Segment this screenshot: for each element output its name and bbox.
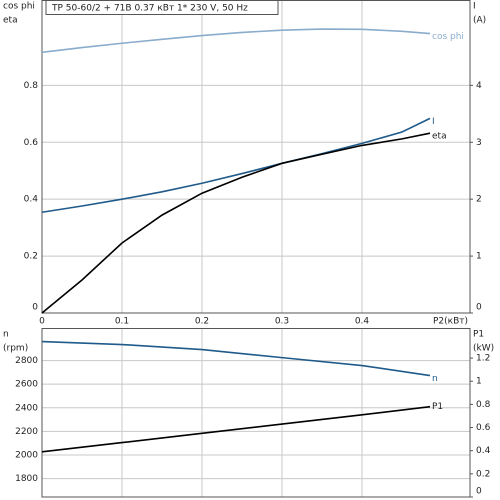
y-tick-label: 0.8 — [24, 81, 39, 91]
y2-tick-label: 0.6 — [476, 423, 491, 433]
y2-tick-label: 0 — [476, 487, 482, 497]
series-line — [41, 28, 431, 54]
y-tick-label: 2400 — [15, 403, 38, 413]
x-tick-label: 0.1 — [115, 317, 129, 327]
series-label: I — [432, 117, 435, 127]
series-line — [41, 132, 431, 314]
y2-tick-label: 1 — [476, 252, 482, 262]
y-tick-label: 2800 — [15, 356, 38, 366]
series-line — [41, 340, 431, 377]
y-tick-label: 0.6 — [24, 138, 39, 148]
series-line — [41, 117, 431, 214]
y-axis-label: n — [3, 330, 9, 340]
title-box — [45, 0, 279, 15]
x-tick-label: 0 — [39, 317, 45, 327]
y2-axis-label: (A) — [473, 16, 486, 26]
y2-axis-label: (kW) — [473, 344, 494, 354]
y-axis-label: cos phi — [3, 2, 35, 12]
chart-title: TP 50-60/2 + 71B 0.37 кВт 1* 230 V, 50 H… — [51, 4, 248, 14]
y-axis-label: eta — [3, 16, 18, 26]
x-tick-label: 0.3 — [275, 317, 289, 327]
y2-tick-label: 0.2 — [476, 469, 490, 479]
y-tick-label: 0.2 — [24, 252, 38, 262]
y2-tick-label: 1 — [476, 377, 482, 387]
y2-tick-label: 0 — [476, 303, 482, 313]
y-tick-label: 0 — [32, 303, 38, 313]
y2-axis-label: I — [473, 2, 476, 12]
series-label: n — [432, 374, 438, 384]
series-label: P1 — [432, 402, 443, 412]
series-label: eta — [432, 132, 447, 142]
y2-tick-label: 1.2 — [476, 354, 490, 364]
y2-tick-label: 0.8 — [476, 400, 491, 410]
y2-axis-label: P1 — [473, 330, 484, 340]
x-tick-label: 0.4 — [355, 317, 370, 327]
y2-tick-label: 0.4 — [476, 446, 491, 456]
y-tick-label: 2600 — [15, 380, 38, 390]
y-tick-label: 2200 — [15, 427, 38, 437]
y-tick-label: 1800 — [15, 474, 38, 484]
y-axis-label: (rpm) — [3, 344, 28, 354]
y-tick-label: 0.4 — [24, 195, 39, 205]
y2-tick-label: 2 — [476, 195, 482, 205]
y-tick-label: 2000 — [15, 450, 38, 460]
series-label: cos phi — [432, 32, 464, 42]
series-line — [41, 405, 431, 453]
plot-frame — [41, 0, 471, 314]
x-tick-label: 0.2 — [195, 317, 209, 327]
x-axis-label: P2(кВт) — [433, 317, 468, 327]
y2-tick-label: 4 — [476, 81, 482, 91]
plot-frame — [41, 328, 471, 498]
y2-tick-label: 3 — [476, 138, 482, 148]
